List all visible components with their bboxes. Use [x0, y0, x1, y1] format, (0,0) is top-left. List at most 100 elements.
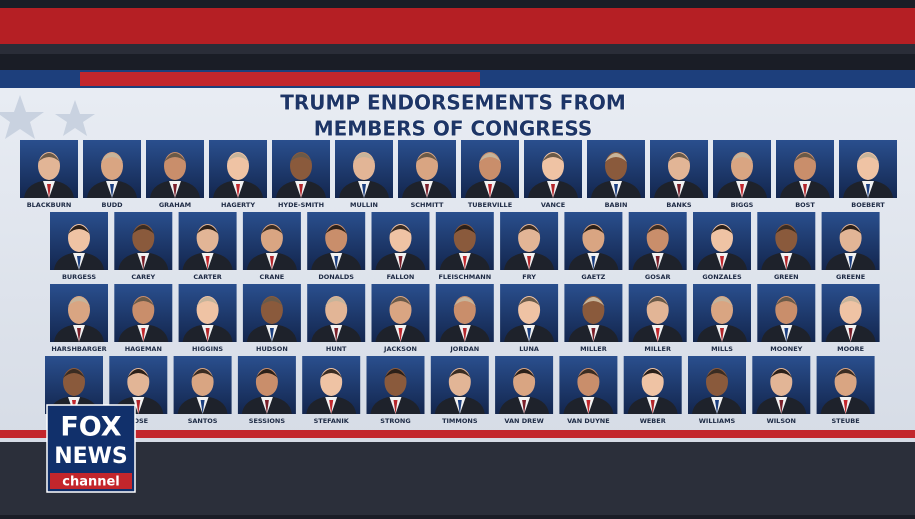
tie: [77, 256, 81, 270]
hair: [255, 369, 278, 378]
face: [290, 152, 312, 180]
face: [227, 152, 249, 180]
tie: [236, 184, 240, 198]
hair: [711, 297, 733, 306]
member-name: HUNT: [326, 345, 347, 353]
member-name: WEBER: [640, 417, 666, 425]
portrait: [242, 284, 301, 342]
member-name: LUNA: [519, 345, 539, 353]
member-name: MOONEY: [770, 345, 802, 353]
portrait: [816, 356, 875, 414]
face: [839, 224, 862, 252]
tie: [527, 328, 532, 342]
portrait: [500, 284, 559, 342]
tie: [720, 256, 724, 270]
member-name: MILLER: [644, 345, 671, 353]
member-name: STEUBE: [831, 417, 859, 425]
member-name: DONALDS: [318, 273, 354, 281]
member-name: BLACKBURN: [27, 201, 72, 209]
hair: [479, 153, 501, 162]
member-name: FALLON: [387, 273, 415, 281]
portrait: [307, 284, 366, 342]
hair: [196, 225, 219, 234]
portrait: [371, 284, 430, 342]
portrait: [752, 356, 811, 414]
hair: [164, 153, 186, 162]
portrait: [821, 212, 880, 270]
tie: [843, 400, 848, 414]
member-name: WILSON: [767, 417, 796, 425]
face: [582, 224, 605, 252]
member-name: BUDD: [101, 201, 123, 209]
member-name: GAETZ: [581, 273, 605, 281]
member-name: STEFANIK: [314, 417, 350, 425]
tie: [591, 256, 596, 270]
member-name: ROSE: [128, 417, 148, 425]
portrait: [435, 212, 494, 270]
face: [582, 296, 605, 324]
portrait: [693, 284, 751, 342]
face: [320, 368, 343, 396]
hair: [127, 369, 150, 378]
hair: [542, 153, 564, 162]
tie: [866, 184, 870, 198]
hair: [353, 153, 375, 162]
board-bottom-stripe: [0, 430, 915, 438]
face: [857, 152, 879, 180]
face: [605, 152, 627, 180]
hair: [196, 297, 219, 306]
tie: [462, 256, 467, 270]
member-name: MILLS: [711, 345, 733, 353]
tie: [527, 256, 532, 270]
face: [132, 296, 155, 324]
logo-news: NEWS: [54, 444, 128, 469]
hair: [834, 369, 857, 378]
tie: [848, 328, 853, 342]
member-name: BANKS: [666, 201, 691, 209]
hair: [775, 225, 798, 234]
face: [518, 296, 541, 324]
face: [641, 368, 664, 396]
portrait: [114, 212, 173, 270]
tie: [803, 184, 807, 198]
logo-fox: FOX: [60, 412, 121, 443]
member-name: JACKSON: [383, 345, 417, 353]
tie: [77, 328, 81, 342]
hair: [577, 369, 600, 378]
portrait: [524, 140, 582, 198]
face: [668, 152, 690, 180]
portrait: [209, 140, 267, 198]
member-name: VAN DUYNE: [567, 417, 610, 425]
face: [191, 368, 214, 396]
tie: [462, 328, 467, 342]
tie: [334, 256, 339, 270]
face: [706, 368, 728, 396]
tie: [784, 328, 789, 342]
face: [255, 368, 278, 396]
member-name: CRANE: [260, 273, 285, 281]
member-name: MOORE: [837, 345, 864, 353]
tie: [488, 184, 492, 198]
portrait: [371, 212, 430, 270]
face: [68, 224, 90, 252]
portrait: [114, 284, 173, 342]
member-name: HAGERTY: [221, 201, 255, 209]
face: [164, 152, 186, 180]
member-name: BOST: [795, 201, 815, 209]
tie: [848, 256, 853, 270]
hair: [453, 225, 476, 234]
portrait: [650, 140, 708, 198]
portrait: [173, 356, 232, 414]
portrait: [398, 140, 456, 198]
face: [711, 296, 733, 324]
hair: [290, 153, 312, 162]
tie: [591, 328, 596, 342]
hair: [325, 225, 348, 234]
member-name: GREEN: [774, 273, 799, 281]
member-name: CARTER: [193, 273, 221, 281]
hair: [668, 153, 690, 162]
portrait: [688, 356, 746, 414]
tie: [329, 400, 334, 414]
portrait: [776, 140, 834, 198]
hair: [731, 153, 753, 162]
